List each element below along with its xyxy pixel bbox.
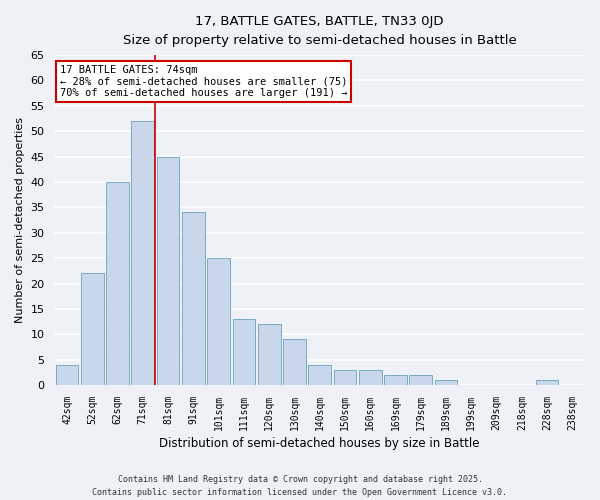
Bar <box>359 370 382 385</box>
Bar <box>207 258 230 385</box>
Bar <box>56 365 79 385</box>
Text: 17 BATTLE GATES: 74sqm
← 28% of semi-detached houses are smaller (75)
70% of sem: 17 BATTLE GATES: 74sqm ← 28% of semi-det… <box>60 65 347 98</box>
Text: Contains HM Land Registry data © Crown copyright and database right 2025.
Contai: Contains HM Land Registry data © Crown c… <box>92 476 508 497</box>
Bar <box>157 156 179 385</box>
Bar <box>384 375 407 385</box>
Bar <box>81 274 104 385</box>
Bar <box>106 182 129 385</box>
X-axis label: Distribution of semi-detached houses by size in Battle: Distribution of semi-detached houses by … <box>160 437 480 450</box>
Bar <box>131 121 154 385</box>
Bar <box>409 375 432 385</box>
Title: 17, BATTLE GATES, BATTLE, TN33 0JD
Size of property relative to semi-detached ho: 17, BATTLE GATES, BATTLE, TN33 0JD Size … <box>123 15 517 47</box>
Y-axis label: Number of semi-detached properties: Number of semi-detached properties <box>15 117 25 323</box>
Bar <box>233 319 255 385</box>
Bar <box>536 380 559 385</box>
Bar <box>182 212 205 385</box>
Bar <box>283 340 306 385</box>
Bar <box>258 324 281 385</box>
Bar <box>434 380 457 385</box>
Bar <box>308 365 331 385</box>
Bar <box>334 370 356 385</box>
